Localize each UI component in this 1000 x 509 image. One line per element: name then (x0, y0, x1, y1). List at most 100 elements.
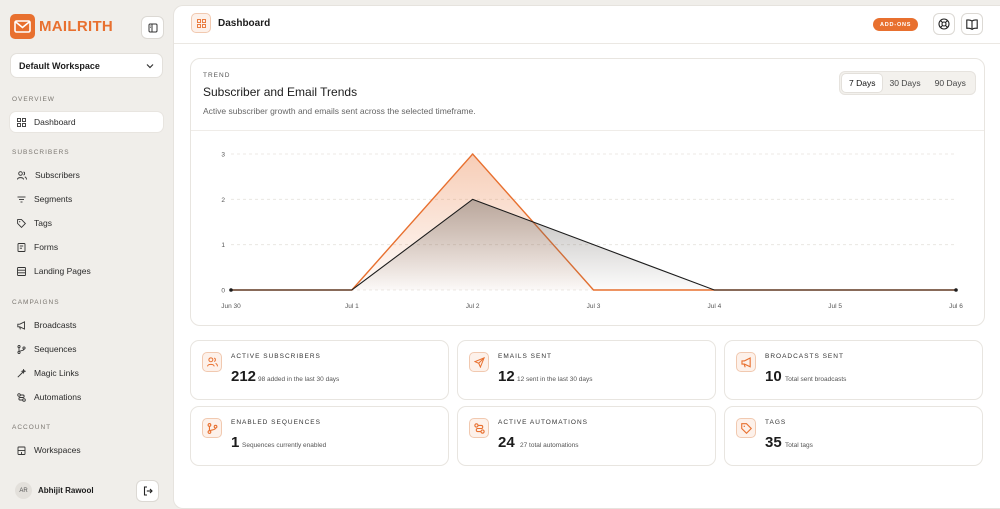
stat-card-active-subscribers[interactable]: ACTIVE SUBSCRIBERS 212 98 added in the l… (190, 340, 449, 400)
stat-note: 27 total automations (520, 442, 579, 449)
stat-value: 10 (765, 368, 782, 385)
book-open-icon (966, 18, 978, 30)
stat-label: ENABLED SEQUENCES (231, 419, 321, 426)
mail-logo-icon (10, 14, 35, 39)
filter-lines-icon (17, 196, 26, 202)
stat-label: ACTIVE AUTOMATIONS (498, 419, 588, 426)
x-tick-label: Jul 1 (345, 303, 359, 310)
trend-chart: 0 1 2 3 Jun 30 Jul 1 Jul 2 Jul 3 Jul 4 Jul 5 Jul 6 (221, 152, 963, 311)
y-tick-label: 1 (221, 242, 225, 249)
page-title: Dashboard (218, 18, 271, 29)
range-7-days-button[interactable]: 7 Days (842, 74, 883, 92)
docs-button[interactable] (961, 13, 983, 35)
top-bar: Dashboard ADD-ONS (174, 6, 1000, 44)
megaphone-icon (736, 352, 756, 372)
timeframe-toggle: 7 Days 30 Days 90 Days (839, 71, 976, 95)
data-point (954, 288, 958, 292)
stat-value: 1 (231, 434, 240, 451)
brand-name: MAILRITH (39, 18, 114, 35)
stat-note: Total sent broadcasts (785, 376, 847, 383)
sidebar-item-magic-links[interactable]: Magic Links (10, 363, 163, 383)
send-icon (469, 352, 489, 372)
data-point (229, 288, 233, 292)
brand-logo[interactable]: MAILRITH (10, 14, 113, 39)
chart-subtitle: Active subscriber growth and emails sent… (203, 106, 476, 116)
magic-wand-icon (17, 368, 26, 378)
stat-value: 212 (231, 368, 257, 385)
stat-label: ACTIVE SUBSCRIBERS (231, 353, 321, 360)
series-line-2 (231, 198, 956, 291)
sidebar-item-workspaces[interactable]: Workspaces (10, 440, 163, 460)
section-label-account: ACCOUNT (12, 424, 52, 431)
stat-card-tags[interactable]: TAGS 35 Total tags (724, 406, 983, 466)
trend-chart-card: TREND Subscriber and Email Trends Active… (190, 58, 985, 326)
support-button[interactable] (933, 13, 955, 35)
sidebar-item-label: Landing Pages (34, 266, 91, 276)
sidebar-item-label: Automations (34, 392, 82, 402)
tag-icon (736, 418, 756, 438)
sidebar-item-dashboard[interactable]: Dashboard (10, 112, 163, 132)
stat-label: TAGS (765, 419, 787, 426)
x-tick-label: Jul 5 (828, 303, 842, 310)
x-tick-label: Jul 3 (587, 303, 601, 310)
sidebar-item-label: Workspaces (34, 445, 81, 455)
stat-value: 35 (765, 434, 782, 451)
x-tick-label: Jul 6 (949, 303, 963, 310)
layout-icon (17, 266, 26, 276)
workflow-icon (17, 392, 26, 402)
stat-label: EMAILS SENT (498, 353, 552, 360)
y-tick-label: 0 (221, 288, 225, 295)
sidebar-item-label: Segments (34, 194, 73, 204)
sidebar-item-segments[interactable]: Segments (10, 189, 163, 209)
section-label-subscribers: SUBSCRIBERS (12, 149, 70, 156)
stat-card-emails-sent[interactable]: EMAILS SENT 12 12 sent in the last 30 da… (457, 340, 716, 400)
sidebar-item-tags[interactable]: Tags (10, 213, 163, 233)
workspace-select-value: Default Workspace (19, 60, 100, 71)
range-30-days-button[interactable]: 30 Days (889, 78, 921, 88)
sidebar-toggle-icon (148, 23, 157, 32)
life-buoy-icon (938, 18, 950, 30)
stat-note: 12 sent in the last 30 days (517, 376, 593, 383)
users-icon (202, 352, 222, 372)
stat-card-broadcasts-sent[interactable]: BROADCASTS SENT 10 Total sent broadcasts (724, 340, 983, 400)
stat-label: BROADCASTS SENT (765, 353, 844, 360)
stat-card-active-automations[interactable]: ACTIVE AUTOMATIONS 24 27 total automatio… (457, 406, 716, 466)
y-tick-label: 2 (221, 197, 225, 204)
logout-button[interactable] (136, 480, 159, 502)
sidebar-item-sequences[interactable]: Sequences (10, 339, 163, 359)
sidebar-item-broadcasts[interactable]: Broadcasts (10, 315, 163, 335)
workspace-select[interactable]: Default Workspace (10, 53, 163, 78)
sidebar-item-label: Forms (34, 242, 59, 252)
stat-value: 24 (498, 434, 515, 451)
user-profile[interactable]: AR Abhijit Rawool (15, 482, 94, 499)
users-icon (17, 170, 27, 180)
section-label-campaigns: CAMPAIGNS (12, 299, 60, 306)
stat-card-enabled-sequences[interactable]: ENABLED SEQUENCES 1 Sequences currently … (190, 406, 449, 466)
sidebar: MAILRITH Default Workspace OVERVIEW Dash… (0, 0, 173, 509)
x-tick-label: Jun 30 (221, 303, 241, 310)
add-ons-button[interactable]: ADD-ONS (873, 18, 919, 31)
megaphone-icon (17, 320, 25, 330)
stat-note: 98 added in the last 30 days (258, 376, 340, 383)
form-icon (17, 242, 26, 252)
avatar: AR (15, 482, 32, 499)
sidebar-item-label: Broadcasts (34, 320, 77, 330)
main-panel: Dashboard ADD-ONS TREND Subscriber and E… (173, 5, 1000, 509)
chevron-down-icon (146, 63, 154, 68)
sidebar-item-label: Sequences (34, 344, 77, 354)
sidebar-toggle-button[interactable] (141, 16, 164, 39)
git-branch-icon (202, 418, 222, 438)
range-90-days-button[interactable]: 90 Days (934, 78, 966, 88)
sidebar-item-subscribers[interactable]: Subscribers (10, 165, 163, 185)
sidebar-item-forms[interactable]: Forms (10, 237, 163, 257)
section-label-overview: OVERVIEW (12, 96, 55, 103)
x-tick-label: Jul 4 (707, 303, 721, 310)
sidebar-item-landing-pages[interactable]: Landing Pages (10, 261, 163, 281)
sidebar-item-automations[interactable]: Automations (10, 387, 163, 407)
logout-icon (143, 486, 153, 496)
sidebar-item-label: Dashboard (34, 117, 76, 127)
y-tick-label: 3 (221, 152, 225, 159)
dashboard-grid-icon (191, 13, 211, 33)
user-name: Abhijit Rawool (38, 486, 94, 495)
chart-eyebrow: TREND (203, 72, 231, 79)
